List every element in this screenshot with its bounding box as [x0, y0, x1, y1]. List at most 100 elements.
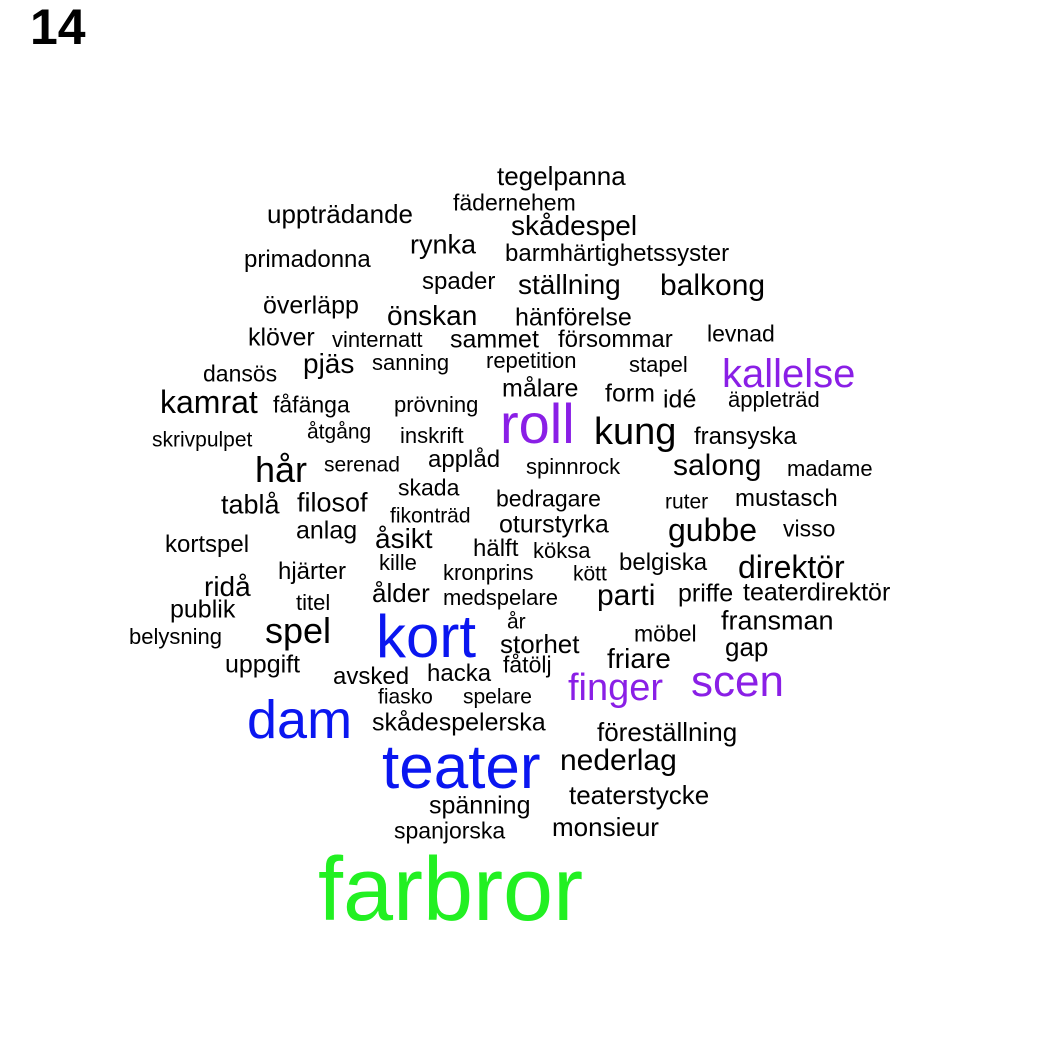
cloud-word: sammet [450, 325, 539, 354]
cloud-word: fransyska [694, 423, 797, 450]
cloud-word: primadonna [244, 246, 371, 273]
cloud-word: fädernehem [453, 189, 576, 216]
cloud-word: titel [296, 590, 331, 615]
cloud-word: kronprins [443, 560, 534, 585]
cloud-word: skådespelerska [372, 708, 546, 737]
cloud-word: fikonträd [390, 504, 471, 528]
cloud-word: klöver [248, 323, 315, 352]
cloud-word: stapel [629, 352, 688, 377]
cloud-word: åtgång [307, 420, 372, 444]
cloud-word: medspelare [443, 585, 558, 610]
cloud-word: belgiska [619, 549, 708, 576]
cloud-word: fransman [721, 605, 834, 636]
cloud-word: ridå [204, 571, 251, 602]
cloud-word: gap [725, 632, 769, 662]
cloud-word: teaterdirektör [743, 578, 891, 607]
cloud-word: prövning [394, 392, 479, 417]
cloud-word: teaterstycke [569, 780, 710, 810]
cloud-word: serenad [324, 453, 400, 477]
cloud-word: möbel [634, 620, 697, 647]
cloud-word: hjärter [278, 558, 347, 585]
cloud-word: dam [247, 690, 353, 750]
cloud-word: kung [594, 411, 677, 453]
cloud-word: visso [783, 515, 836, 542]
cloud-word: kortspel [165, 531, 250, 558]
cloud-word: filosof [297, 487, 368, 518]
cloud-word: idé [663, 385, 697, 414]
cloud-word: applåd [428, 446, 501, 473]
cloud-word: salong [673, 449, 762, 482]
cloud-word: pjäs [303, 348, 355, 379]
cloud-word: parti [597, 579, 656, 612]
cloud-word: balkong [660, 269, 766, 302]
cloud-word: kamrat [160, 384, 258, 420]
cloud-word: barmhärtighetssyster [505, 240, 730, 267]
cloud-word: hälft [473, 535, 519, 562]
cloud-word: önskan [387, 300, 478, 331]
cloud-word: skådespel [511, 210, 638, 241]
cloud-word: teater [382, 733, 541, 802]
cloud-word: belysning [129, 624, 222, 649]
cloud-word: bedragare [496, 485, 601, 512]
cloud-word: uppgift [225, 650, 301, 679]
cloud-word: spinnrock [526, 454, 621, 479]
cloud-word: fåtölj [503, 651, 552, 678]
cloud-word: madame [787, 456, 873, 481]
cloud-word: finger [568, 667, 664, 709]
cloud-word: kort [376, 603, 477, 670]
cloud-word: inskrift [400, 423, 464, 448]
cloud-word: ställning [518, 269, 621, 300]
cloud-word: försommar [558, 326, 673, 353]
cloud-word: nederlag [560, 744, 677, 777]
cloud-word: publik [170, 595, 236, 624]
cloud-word: rynka [410, 229, 477, 260]
cloud-word: kille [379, 550, 417, 575]
cloud-word: kallelse [722, 352, 856, 396]
cloud-word: målare [502, 374, 579, 403]
cloud-word: hacka [427, 660, 492, 687]
cloud-word: överläpp [263, 291, 359, 320]
cloud-word: storhet [500, 629, 580, 659]
cloud-word: priffe [678, 579, 734, 608]
cloud-word: spelare [463, 685, 532, 709]
cloud-word: vinternatt [332, 327, 423, 352]
cloud-word: tegelpanna [497, 161, 626, 191]
cloud-word: skrivpulpet [152, 428, 253, 452]
cloud-word: hänförelse [515, 303, 632, 332]
cloud-word: fåfänga [273, 391, 350, 418]
cloud-word: åsikt [375, 523, 433, 554]
cloud-word: ruter [665, 490, 709, 514]
cloud-word: fiasko [378, 685, 433, 709]
cloud-word: spader [422, 268, 496, 295]
cloud-word: scen [691, 657, 784, 706]
cloud-word: gubbe [668, 512, 757, 548]
cloud-word: spanjorska [394, 817, 506, 844]
cloud-word: tablå [221, 489, 280, 520]
cloud-word: köksa [533, 538, 591, 563]
cloud-word: äppleträd [728, 387, 820, 412]
cloud-word: repetition [486, 348, 577, 373]
cloud-word: friare [607, 643, 671, 674]
cloud-word: sanning [372, 350, 450, 375]
cloud-word: hår [255, 449, 308, 490]
cloud-word: oturstyrka [499, 510, 609, 539]
cloud-word: direktör [738, 549, 845, 585]
cloud-word: ålder [372, 578, 430, 608]
cloud-word: skada [398, 474, 460, 501]
cloud-word: spel [265, 610, 332, 651]
cloud-word: spänning [429, 791, 531, 820]
cloud-word: anlag [296, 516, 358, 545]
cloud-word: uppträdande [267, 199, 414, 229]
cloud-word: dansös [203, 360, 278, 387]
cloud-word: levnad [707, 320, 775, 347]
cloud-word: roll [500, 392, 575, 455]
page-number: 14 [30, 0, 86, 55]
cloud-word: mustasch [735, 485, 838, 512]
cloud-word: farbror [318, 840, 584, 940]
cloud-word: kött [573, 562, 607, 586]
cloud-word: avsked [333, 663, 410, 690]
cloud-word: monsieur [552, 812, 659, 842]
cloud-word: form [605, 379, 655, 408]
cloud-word: föreställning [597, 717, 738, 747]
